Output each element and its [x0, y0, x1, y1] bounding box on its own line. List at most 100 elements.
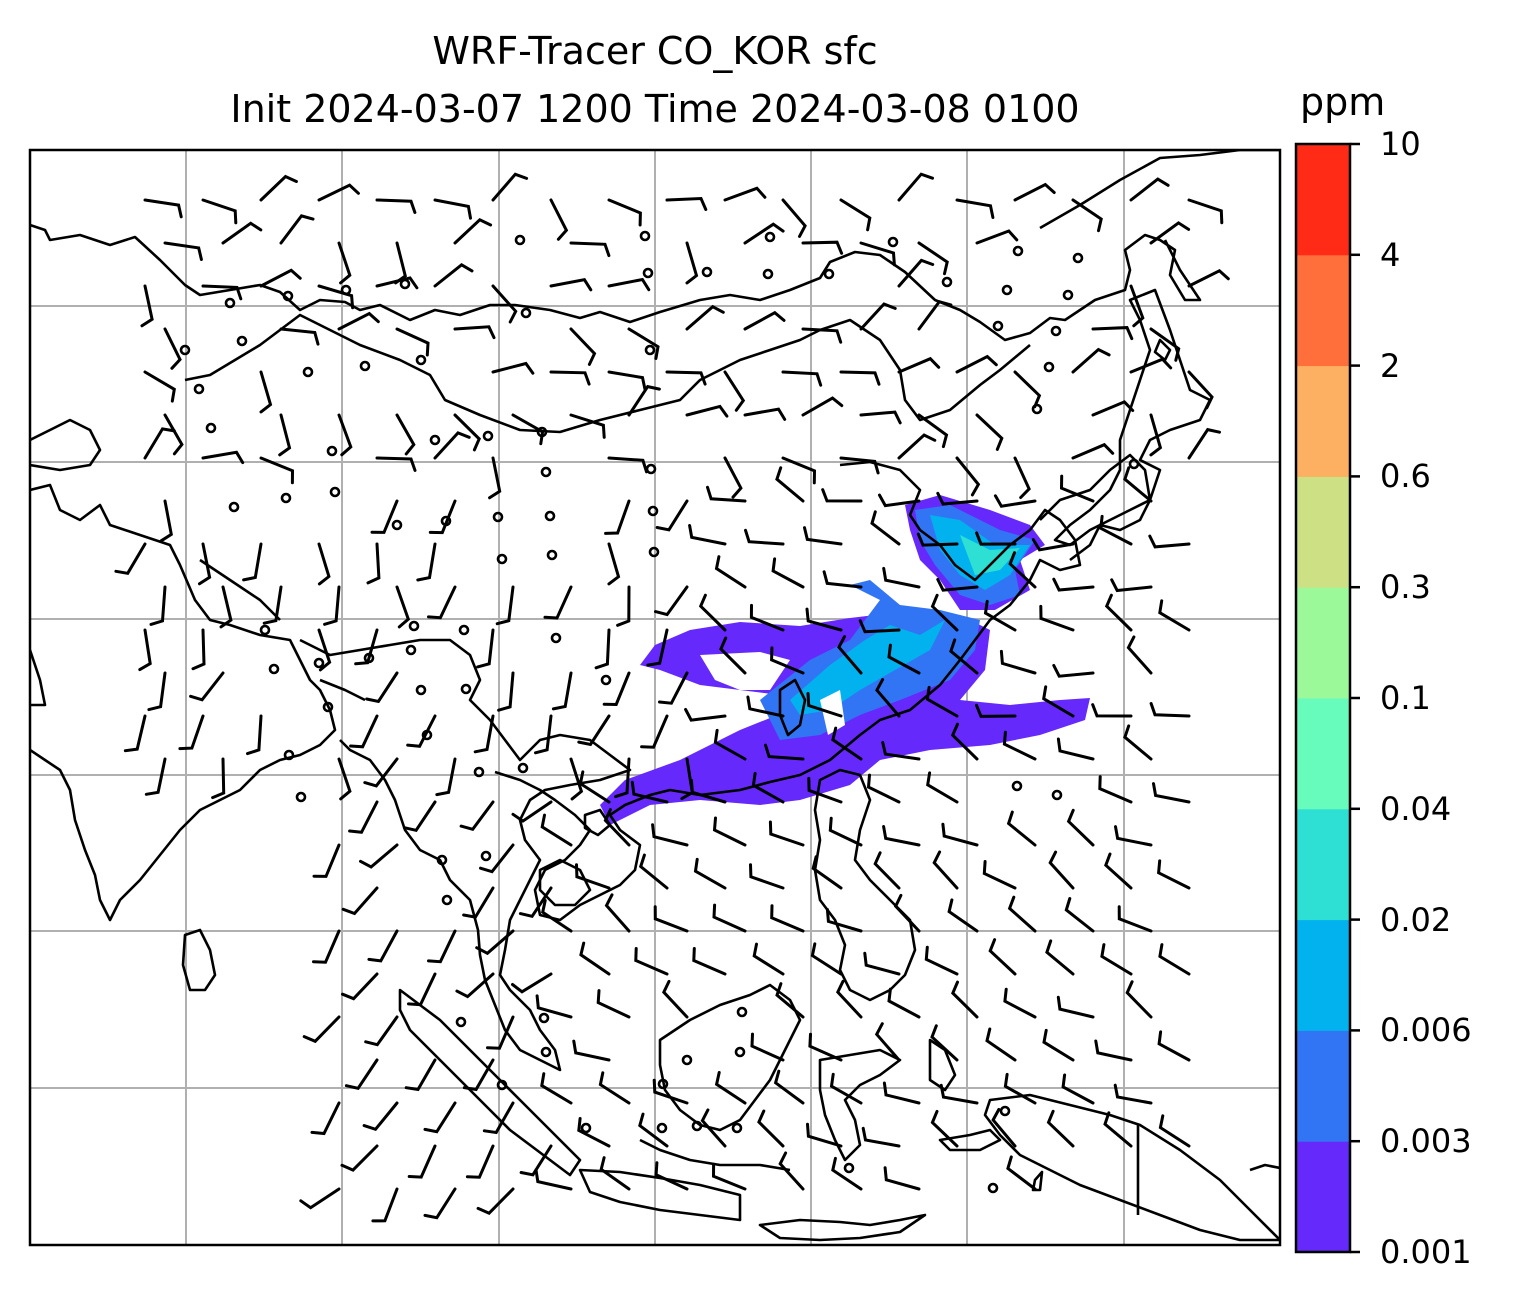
calm-wind-marker	[460, 683, 472, 695]
wind-barb	[598, 1071, 631, 1105]
wind-barb	[1125, 980, 1153, 1019]
wind-barb	[147, 671, 167, 712]
wind-barb	[491, 284, 518, 324]
calm-wind-marker	[546, 549, 558, 561]
wind-barb	[453, 413, 481, 452]
wind-barb	[337, 413, 353, 457]
wind-barb	[837, 635, 863, 675]
calm-wind-marker	[259, 624, 271, 636]
calm-wind-marker	[538, 1012, 550, 1024]
calm-wind-marker	[496, 553, 508, 565]
wind-barb	[518, 886, 553, 918]
wind-barb	[930, 1109, 959, 1148]
wind-barb	[939, 1083, 979, 1105]
map-frame	[28, 148, 1282, 1247]
calm-wind-marker	[399, 278, 411, 290]
wind-barb	[781, 456, 817, 485]
calm-wind-marker	[1062, 289, 1074, 301]
wind-barb	[757, 1109, 785, 1148]
wind-barb	[486, 1015, 515, 1050]
calm-wind-marker	[1011, 780, 1023, 792]
wind-barb	[685, 241, 699, 285]
wind-barb	[932, 850, 959, 890]
calm-wind-marker	[408, 620, 420, 632]
map-subtitle: Init 2024-03-07 1200 Time 2024-03-08 010…	[230, 87, 1080, 131]
coast-timor	[938, 1128, 1002, 1152]
wind-barb	[714, 555, 747, 589]
wind-barb	[930, 593, 959, 632]
wind-barb	[365, 671, 399, 704]
wind-barb	[189, 671, 225, 702]
wind-barb	[453, 325, 496, 340]
wind-barb	[607, 456, 648, 474]
calm-wind-marker	[480, 850, 492, 862]
wind-barb	[143, 427, 176, 460]
colorbar-segment	[1296, 254, 1350, 367]
calm-wind-marker	[436, 854, 448, 866]
wind-barb	[1042, 685, 1075, 718]
wind-barb	[616, 585, 631, 627]
wind-barb	[599, 1156, 631, 1191]
wind-barb	[925, 685, 959, 718]
wind-barb	[569, 241, 611, 258]
wind-barb	[917, 299, 953, 331]
wind-barb	[801, 396, 844, 417]
calm-wind-marker	[496, 1079, 508, 1091]
wind-barb	[665, 196, 708, 211]
wind-barb	[947, 898, 979, 933]
wind-barb	[279, 327, 320, 346]
wind-barb	[416, 542, 437, 582]
wind-barb	[1187, 198, 1224, 225]
wind-barb	[873, 851, 901, 890]
wind-barb	[828, 816, 863, 847]
calm-wind-markers	[179, 230, 1140, 1194]
wind-barb	[465, 1144, 495, 1179]
wind-barb	[897, 258, 935, 288]
wind-barb	[140, 284, 154, 328]
wind-barb	[955, 354, 998, 374]
colorbar-tick-label: 0.3	[1380, 568, 1431, 607]
wind-barb	[123, 714, 147, 753]
wind-barb	[714, 1071, 747, 1105]
wind-barb	[1046, 1109, 1075, 1148]
wind-barb	[1059, 474, 1095, 503]
colorbar-tick-label: 0.02	[1380, 900, 1452, 939]
calm-wind-marker	[1050, 325, 1062, 337]
wind-barb	[602, 671, 631, 707]
plume-level-3	[790, 620, 945, 715]
wind-barb	[299, 1187, 341, 1210]
calm-wind-marker	[1128, 458, 1140, 470]
wind-barb	[569, 757, 584, 801]
calm-wind-marker	[415, 354, 427, 366]
wind-barb	[1123, 466, 1153, 503]
calm-wind-marker	[359, 360, 371, 372]
wind-barb	[191, 628, 206, 671]
wind-barb	[930, 1024, 959, 1062]
wind-barb	[144, 757, 167, 796]
wind-barb	[719, 636, 747, 675]
coast-sulawesi	[818, 1048, 902, 1162]
wind-barb	[1103, 1111, 1133, 1148]
wind-barb	[317, 284, 355, 310]
wind-barb	[462, 886, 495, 919]
wind-barb	[1013, 456, 1031, 499]
wind-barb	[806, 1122, 843, 1148]
wind-barb	[476, 628, 495, 669]
calm-wind-marker	[1043, 361, 1055, 373]
wind-barb	[875, 678, 901, 718]
wind-barb	[543, 585, 573, 620]
colorbar-segment	[1296, 365, 1350, 477]
wind-barb	[752, 942, 785, 976]
wind-barb	[1187, 427, 1221, 460]
wind-barb	[1117, 905, 1153, 933]
colorbar	[1294, 142, 1360, 1254]
wind-barb	[1071, 442, 1115, 460]
wind-barb	[743, 310, 786, 331]
calm-wind-marker	[326, 445, 338, 457]
wind-barb	[1056, 737, 1095, 761]
calm-wind-marker	[691, 1120, 703, 1132]
wind-barb	[163, 241, 203, 261]
wind-barb	[723, 186, 767, 202]
wind-barb	[693, 857, 727, 890]
calm-wind-marker	[517, 762, 529, 774]
